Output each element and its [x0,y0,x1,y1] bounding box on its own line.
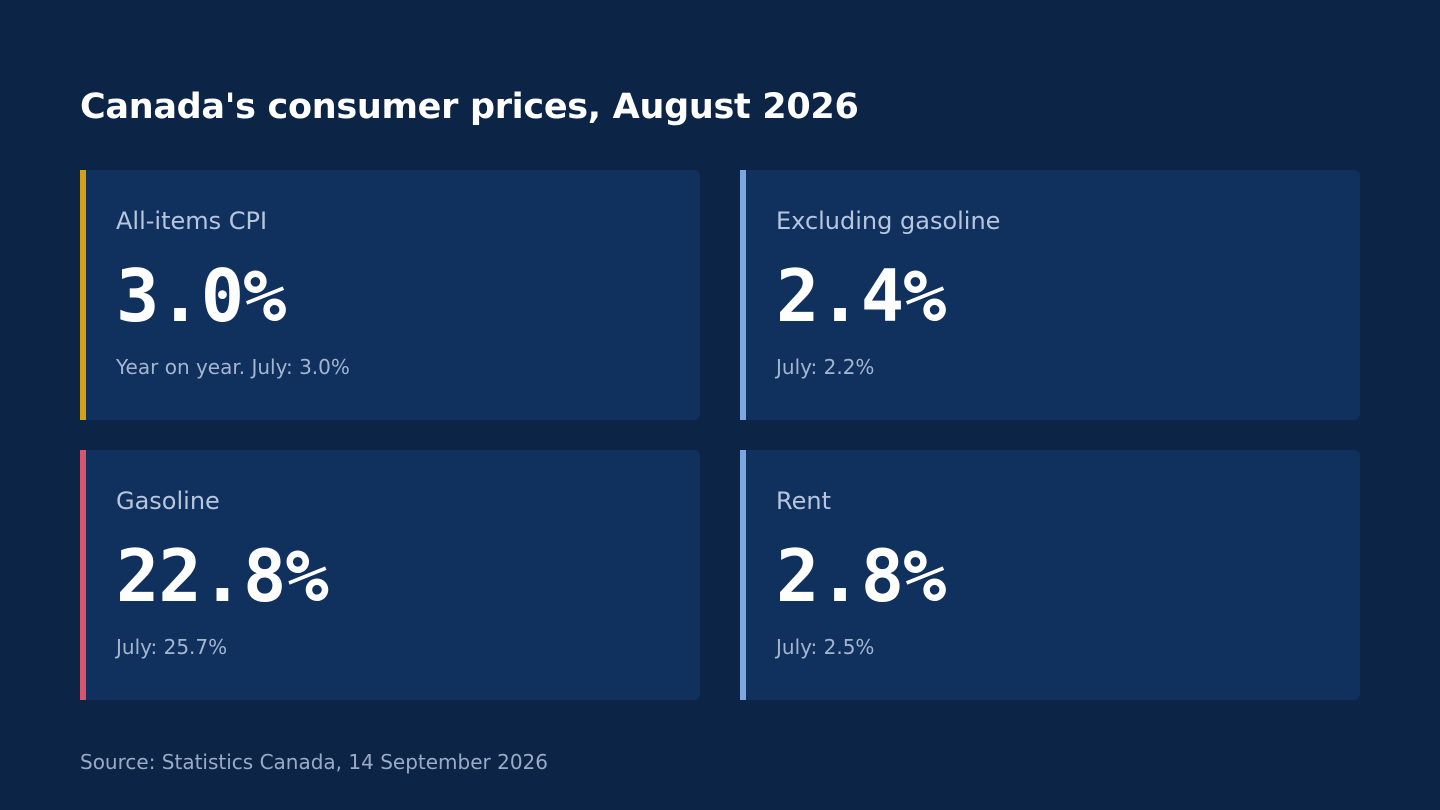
card-gasoline: Gasoline 22.8% July: 25.7% [80,450,700,700]
card-note: July: 2.2% [776,355,875,379]
card-label: Gasoline [116,487,220,515]
card-rent: Rent 2.8% July: 2.5% [740,450,1360,700]
card-label: Excluding gasoline [776,207,1001,235]
card-value: 2.8% [776,534,946,618]
card-note: July: 25.7% [116,635,228,659]
card-value: 3.0% [116,254,286,338]
source-note: Source: Statistics Canada, 14 September … [80,750,548,774]
card-value: 22.8% [116,534,329,618]
card-note: July: 2.5% [776,635,875,659]
card-label: All-items CPI [116,207,268,235]
card-note: Year on year. July: 3.0% [116,355,350,379]
card-value: 2.4% [776,254,946,338]
card-label: Rent [776,487,831,515]
card-all-items-cpi: All-items CPI 3.0% Year on year. July: 3… [80,170,700,420]
page-title: Canada's consumer prices, August 2026 [80,87,859,127]
card-excluding-gasoline: Excluding gasoline 2.4% July: 2.2% [740,170,1360,420]
